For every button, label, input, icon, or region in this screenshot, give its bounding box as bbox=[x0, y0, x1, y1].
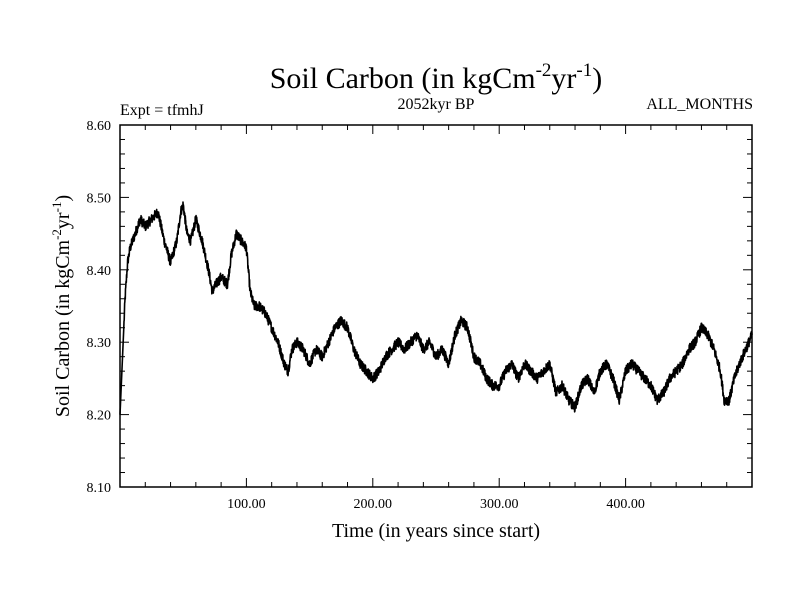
axis-tick-labels: 100.00 200.00 300.00 400.00 8.10 8.20 8.30 8.40… bbox=[87, 119, 645, 512]
x-tick-label: 200.00 bbox=[354, 497, 393, 512]
y-axis-label-end: ) bbox=[52, 195, 74, 202]
y-axis-label-main: Soil Carbon (in kgCm bbox=[52, 239, 74, 417]
plot-frame bbox=[119, 124, 753, 488]
subtitle-center: 2052kyr BP bbox=[398, 96, 475, 113]
chart-title: Soil Carbon (in kgCm-2yr-1) bbox=[270, 60, 603, 95]
chart-title-main: Soil Carbon (in kgCm bbox=[270, 62, 536, 95]
chart-title-mid: yr bbox=[551, 62, 576, 95]
y-axis-label-mid: yr bbox=[52, 212, 74, 229]
y-axis-label-sup1: -2 bbox=[49, 229, 64, 240]
x-axis-label: Time (in years since start) bbox=[332, 520, 540, 542]
y-axis-label-sup2: -1 bbox=[49, 202, 64, 213]
subtitle-left: Expt = tfmhJ bbox=[120, 102, 204, 119]
chart-title-sup1: -2 bbox=[536, 60, 552, 81]
y-axis-label: Soil Carbon (in kgCm-2yr-1) bbox=[49, 195, 74, 417]
y-tick-label: 8.50 bbox=[87, 191, 112, 206]
chart-title-sup2: -1 bbox=[576, 60, 592, 81]
subtitle-right: ALL_MONTHS bbox=[646, 96, 753, 113]
y-tick-label: 8.20 bbox=[87, 409, 112, 424]
series-line-soil-carbon bbox=[119, 201, 753, 415]
x-tick-label: 300.00 bbox=[480, 497, 519, 512]
y-tick-label: 8.10 bbox=[87, 481, 112, 496]
y-tick-label: 8.30 bbox=[87, 336, 112, 351]
axis-ticks bbox=[120, 125, 752, 487]
x-tick-label: 100.00 bbox=[227, 497, 266, 512]
chart-title-end: ) bbox=[592, 62, 602, 95]
y-tick-label: 8.60 bbox=[87, 119, 112, 134]
x-tick-label: 400.00 bbox=[606, 497, 645, 512]
y-tick-label: 8.40 bbox=[87, 264, 112, 279]
data-series bbox=[119, 201, 753, 415]
